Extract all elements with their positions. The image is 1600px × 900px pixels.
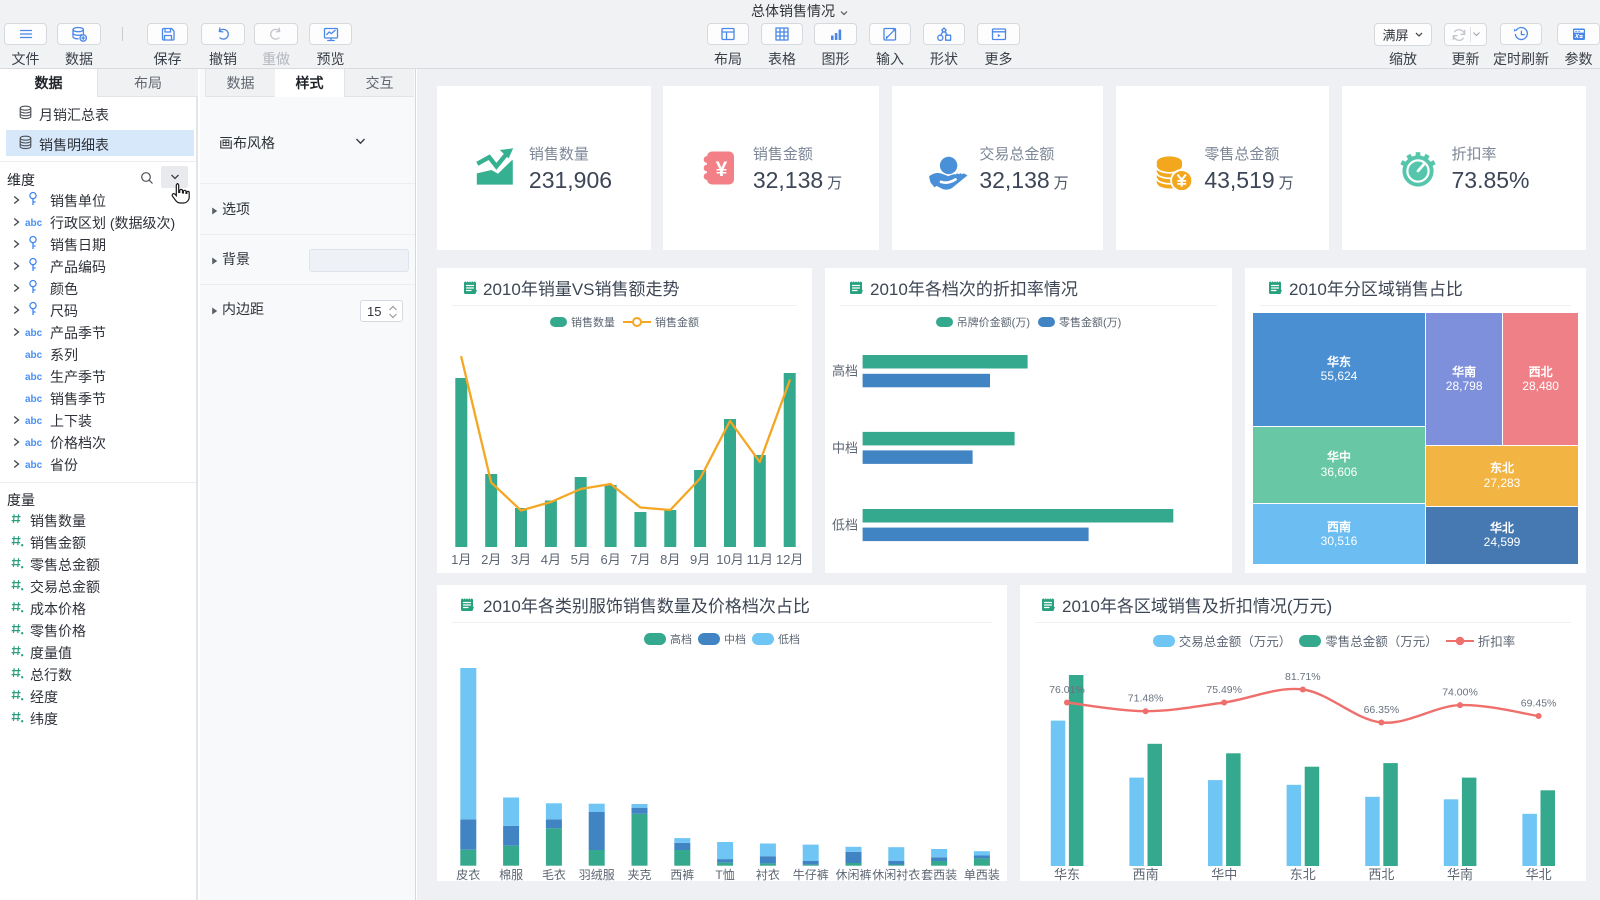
svg-text:4月: 4月 <box>541 552 561 567</box>
svg-text:皮衣: 皮衣 <box>456 867 480 881</box>
svg-text:低档: 低档 <box>832 518 858 533</box>
svg-text:羽绒服: 羽绒服 <box>579 868 615 881</box>
svg-text:西南: 西南 <box>1133 867 1159 881</box>
svg-text:81.71%: 81.71% <box>1285 671 1321 683</box>
svg-text:华中: 华中 <box>1211 867 1237 881</box>
svg-text:9月: 9月 <box>690 552 710 567</box>
svg-text:毛衣: 毛衣 <box>542 867 566 881</box>
svg-text:69.45%: 69.45% <box>1521 698 1557 710</box>
svg-text:¥: ¥ <box>715 158 727 181</box>
svg-text:套西装: 套西装 <box>921 868 957 881</box>
svg-text:8月: 8月 <box>660 552 680 567</box>
svg-text:12月: 12月 <box>776 552 803 567</box>
svg-text:东北: 东北 <box>1290 867 1316 881</box>
svg-text:T恤: T恤 <box>715 868 734 881</box>
svg-text:75.49%: 75.49% <box>1206 684 1242 696</box>
svg-text:66.35%: 66.35% <box>1364 704 1400 716</box>
svg-text:休闲裤: 休闲裤 <box>835 868 871 881</box>
svg-text:衬衣: 衬衣 <box>756 867 780 881</box>
svg-text:74.00%: 74.00% <box>1442 687 1478 699</box>
svg-text:单西装: 单西装 <box>964 868 1000 881</box>
svg-text:棉服: 棉服 <box>499 868 523 881</box>
svg-text:10月: 10月 <box>716 552 743 567</box>
svg-text:华南: 华南 <box>1447 867 1473 881</box>
svg-text:6月: 6月 <box>600 552 620 567</box>
svg-text:11月: 11月 <box>747 552 774 567</box>
svg-text:夹克: 夹克 <box>627 868 651 881</box>
svg-text:西裤: 西裤 <box>670 868 694 881</box>
svg-text:高档: 高档 <box>832 364 858 379</box>
svg-text:5月: 5月 <box>571 552 591 567</box>
svg-text:1月: 1月 <box>451 552 471 567</box>
svg-text:牛仔裤: 牛仔裤 <box>793 867 829 881</box>
svg-text:2月: 2月 <box>481 552 501 567</box>
svg-text:71.48%: 71.48% <box>1128 693 1164 705</box>
svg-text:x: x <box>1574 33 1580 40</box>
svg-text:76.01%: 76.01% <box>1049 684 1085 696</box>
svg-text:7月: 7月 <box>630 552 650 567</box>
svg-text:华北: 华北 <box>1526 867 1552 881</box>
svg-text:3月: 3月 <box>511 552 531 567</box>
svg-text:华东: 华东 <box>1054 867 1080 881</box>
svg-text:中档: 中档 <box>832 440 858 455</box>
svg-text:西北: 西北 <box>1368 867 1394 881</box>
svg-text:休闲衬衣: 休闲衬衣 <box>872 867 920 881</box>
